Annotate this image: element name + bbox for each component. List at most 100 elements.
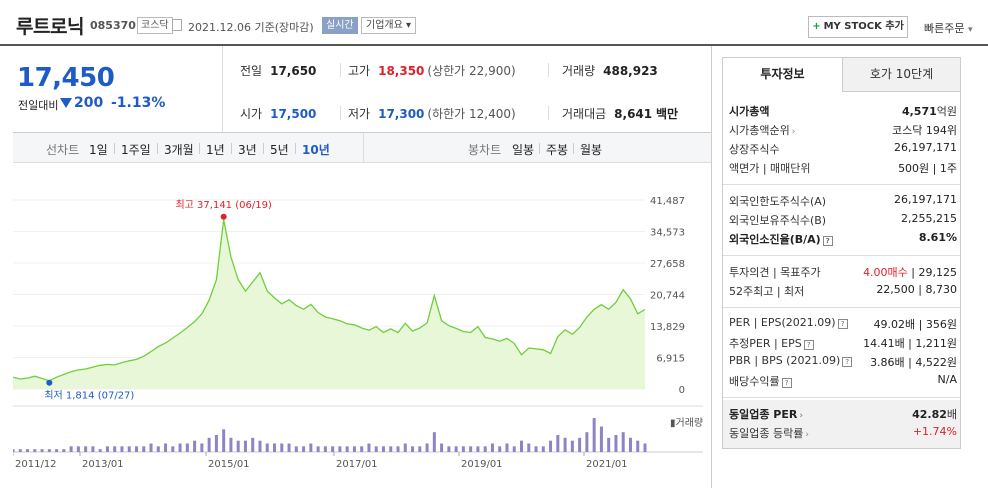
info-key: 투자의견 | 목표주가 (729, 266, 821, 279)
period-1d[interactable]: 1일 (89, 143, 108, 157)
info-key: 추정PER | EPS? (729, 335, 814, 351)
volume-bar (607, 437, 611, 452)
period-3m[interactable]: 3개월 (164, 143, 194, 157)
period-1y[interactable]: 1년 (206, 143, 225, 157)
info-key: 상장주식수 (729, 143, 780, 156)
stock-name: 루트로닉 (16, 16, 84, 38)
volume-bar (636, 440, 640, 452)
period-1w[interactable]: 1주일 (121, 143, 151, 157)
volume-bar (229, 437, 233, 452)
chart-period-bar: 선차트 1일 1주일 3개월 1년 3년 5년 10년 봉차트 일봉 주봉 월봉 (13, 133, 711, 163)
volume-bar (374, 446, 378, 452)
down-triangle-icon (60, 98, 72, 108)
volume-bar (323, 446, 327, 452)
info-row: 동일업종 PER › 42.82배 (729, 406, 957, 424)
period-10y[interactable]: 10년 (302, 143, 330, 157)
info-key: 액면가 | 매매단위 (729, 162, 811, 175)
volume-bar (273, 443, 277, 452)
info-value: 3.86배 | 4,522원 (870, 356, 957, 369)
volume-bar (193, 440, 197, 452)
info-row: 52주최고 | 최저 22,500 | 8,730 (729, 283, 957, 301)
open-price: 시가 17,500 (240, 107, 317, 121)
candle-weekly[interactable]: 주봉 (546, 143, 569, 157)
max-point (220, 213, 227, 220)
volume: 거래량 488,923 (562, 64, 658, 78)
volume-bar (287, 443, 291, 452)
volume-bar (120, 446, 124, 452)
tab-order-book[interactable]: 호가 10단계 (842, 58, 960, 92)
quote-date: 2021.12.06 기준(장마감) (188, 21, 314, 34)
volume-bar (527, 443, 531, 452)
price-change: 200 (60, 95, 103, 111)
tab-investment-info[interactable]: 투자정보 (723, 58, 842, 92)
candle-monthly[interactable]: 월봉 (580, 143, 603, 157)
volume-bar (207, 437, 211, 452)
volume-bar (258, 440, 262, 452)
help-icon[interactable]: ? (822, 236, 833, 246)
info-key: PER | EPS(2021.09)? (729, 316, 848, 329)
current-price-box: 17,450 전일대비 200 -1.13% (13, 55, 222, 131)
info-value: 4,571억원 (901, 105, 957, 118)
info-key: 외국인소진율(B/A)? (729, 231, 833, 247)
quick-order-dropdown[interactable]: 빠른주문 ▾ (924, 22, 973, 35)
volume-bar (585, 432, 589, 452)
volume-bar (425, 443, 429, 452)
help-icon[interactable]: ? (803, 340, 814, 350)
volume-bar (113, 446, 117, 452)
price-change-percent: -1.13% (111, 95, 166, 111)
volume-bar (454, 446, 458, 452)
info-key: PBR | BPS (2021.09)? (729, 354, 853, 367)
price-chart: 41,487 34,573 27,658 20,744 13,829 6,915 0 최고 3… (11, 190, 711, 480)
volume-bar (418, 446, 422, 452)
volume-bar (18, 449, 22, 452)
info-key: 동일업종 PER › (729, 408, 804, 421)
volume-bar (105, 446, 109, 452)
volume-bar (614, 435, 618, 452)
volume-bar (127, 446, 131, 452)
info-value: 8.61% (918, 231, 957, 244)
info-row: 동일업종 등락률 › +1.74% (729, 425, 957, 443)
volume-bar (171, 446, 175, 452)
stock-code: 085370 (90, 19, 136, 32)
volume-bar (389, 446, 393, 452)
volume-bar (316, 446, 320, 452)
volume-bar (280, 443, 284, 452)
help-icon[interactable]: ? (837, 319, 848, 329)
volume-bar (69, 446, 73, 452)
chevron-right-icon: › (791, 127, 796, 137)
info-row: 배당수익률? N/A (729, 373, 957, 391)
volume-bar (76, 446, 80, 452)
info-row: 시가총액 4,571억원 (729, 103, 957, 121)
chevron-down-icon: ▾ (967, 25, 973, 35)
period-5y[interactable]: 5년 (270, 143, 289, 157)
y-tick-label: 27,658 (650, 259, 685, 270)
volume-bar (33, 449, 37, 452)
volume-bar (11, 449, 15, 452)
my-stock-add-button[interactable]: + MY STOCK 추가 (808, 16, 908, 38)
help-icon[interactable]: ? (781, 378, 792, 388)
line-chart-label: 선차트 (46, 143, 80, 157)
help-icon[interactable]: ? (842, 357, 853, 367)
volume-bar (556, 435, 560, 452)
info-key: 52주최고 | 최저 (729, 285, 805, 298)
current-price: 17,450 (17, 63, 115, 93)
info-row: 액면가 | 매매단위 500원 | 1주 (729, 160, 957, 178)
volume-bar (476, 446, 480, 452)
volume-bar (549, 440, 553, 452)
min-annotation: 최저 1,814 (07/27) (44, 390, 134, 402)
period-3y[interactable]: 3년 (238, 143, 257, 157)
volume-bar (26, 449, 30, 452)
volume-bar (498, 446, 502, 452)
volume-bar (40, 449, 44, 452)
chevron-down-icon: ▾ (406, 20, 412, 31)
volume-bar (352, 446, 356, 452)
realtime-button[interactable]: 실시간 (322, 17, 358, 34)
volume-bar (578, 437, 582, 452)
volume-bar (643, 443, 647, 452)
info-value: 22,500 | 8,730 (876, 283, 957, 296)
volume-bar (55, 449, 59, 452)
x-tick-label: 2019/01 (461, 459, 503, 470)
max-annotation: 최고 37,141 (06/19) (175, 199, 271, 211)
candle-daily[interactable]: 일봉 (512, 143, 535, 157)
company-overview-dropdown[interactable]: 기업개요 ▾ (361, 17, 417, 34)
